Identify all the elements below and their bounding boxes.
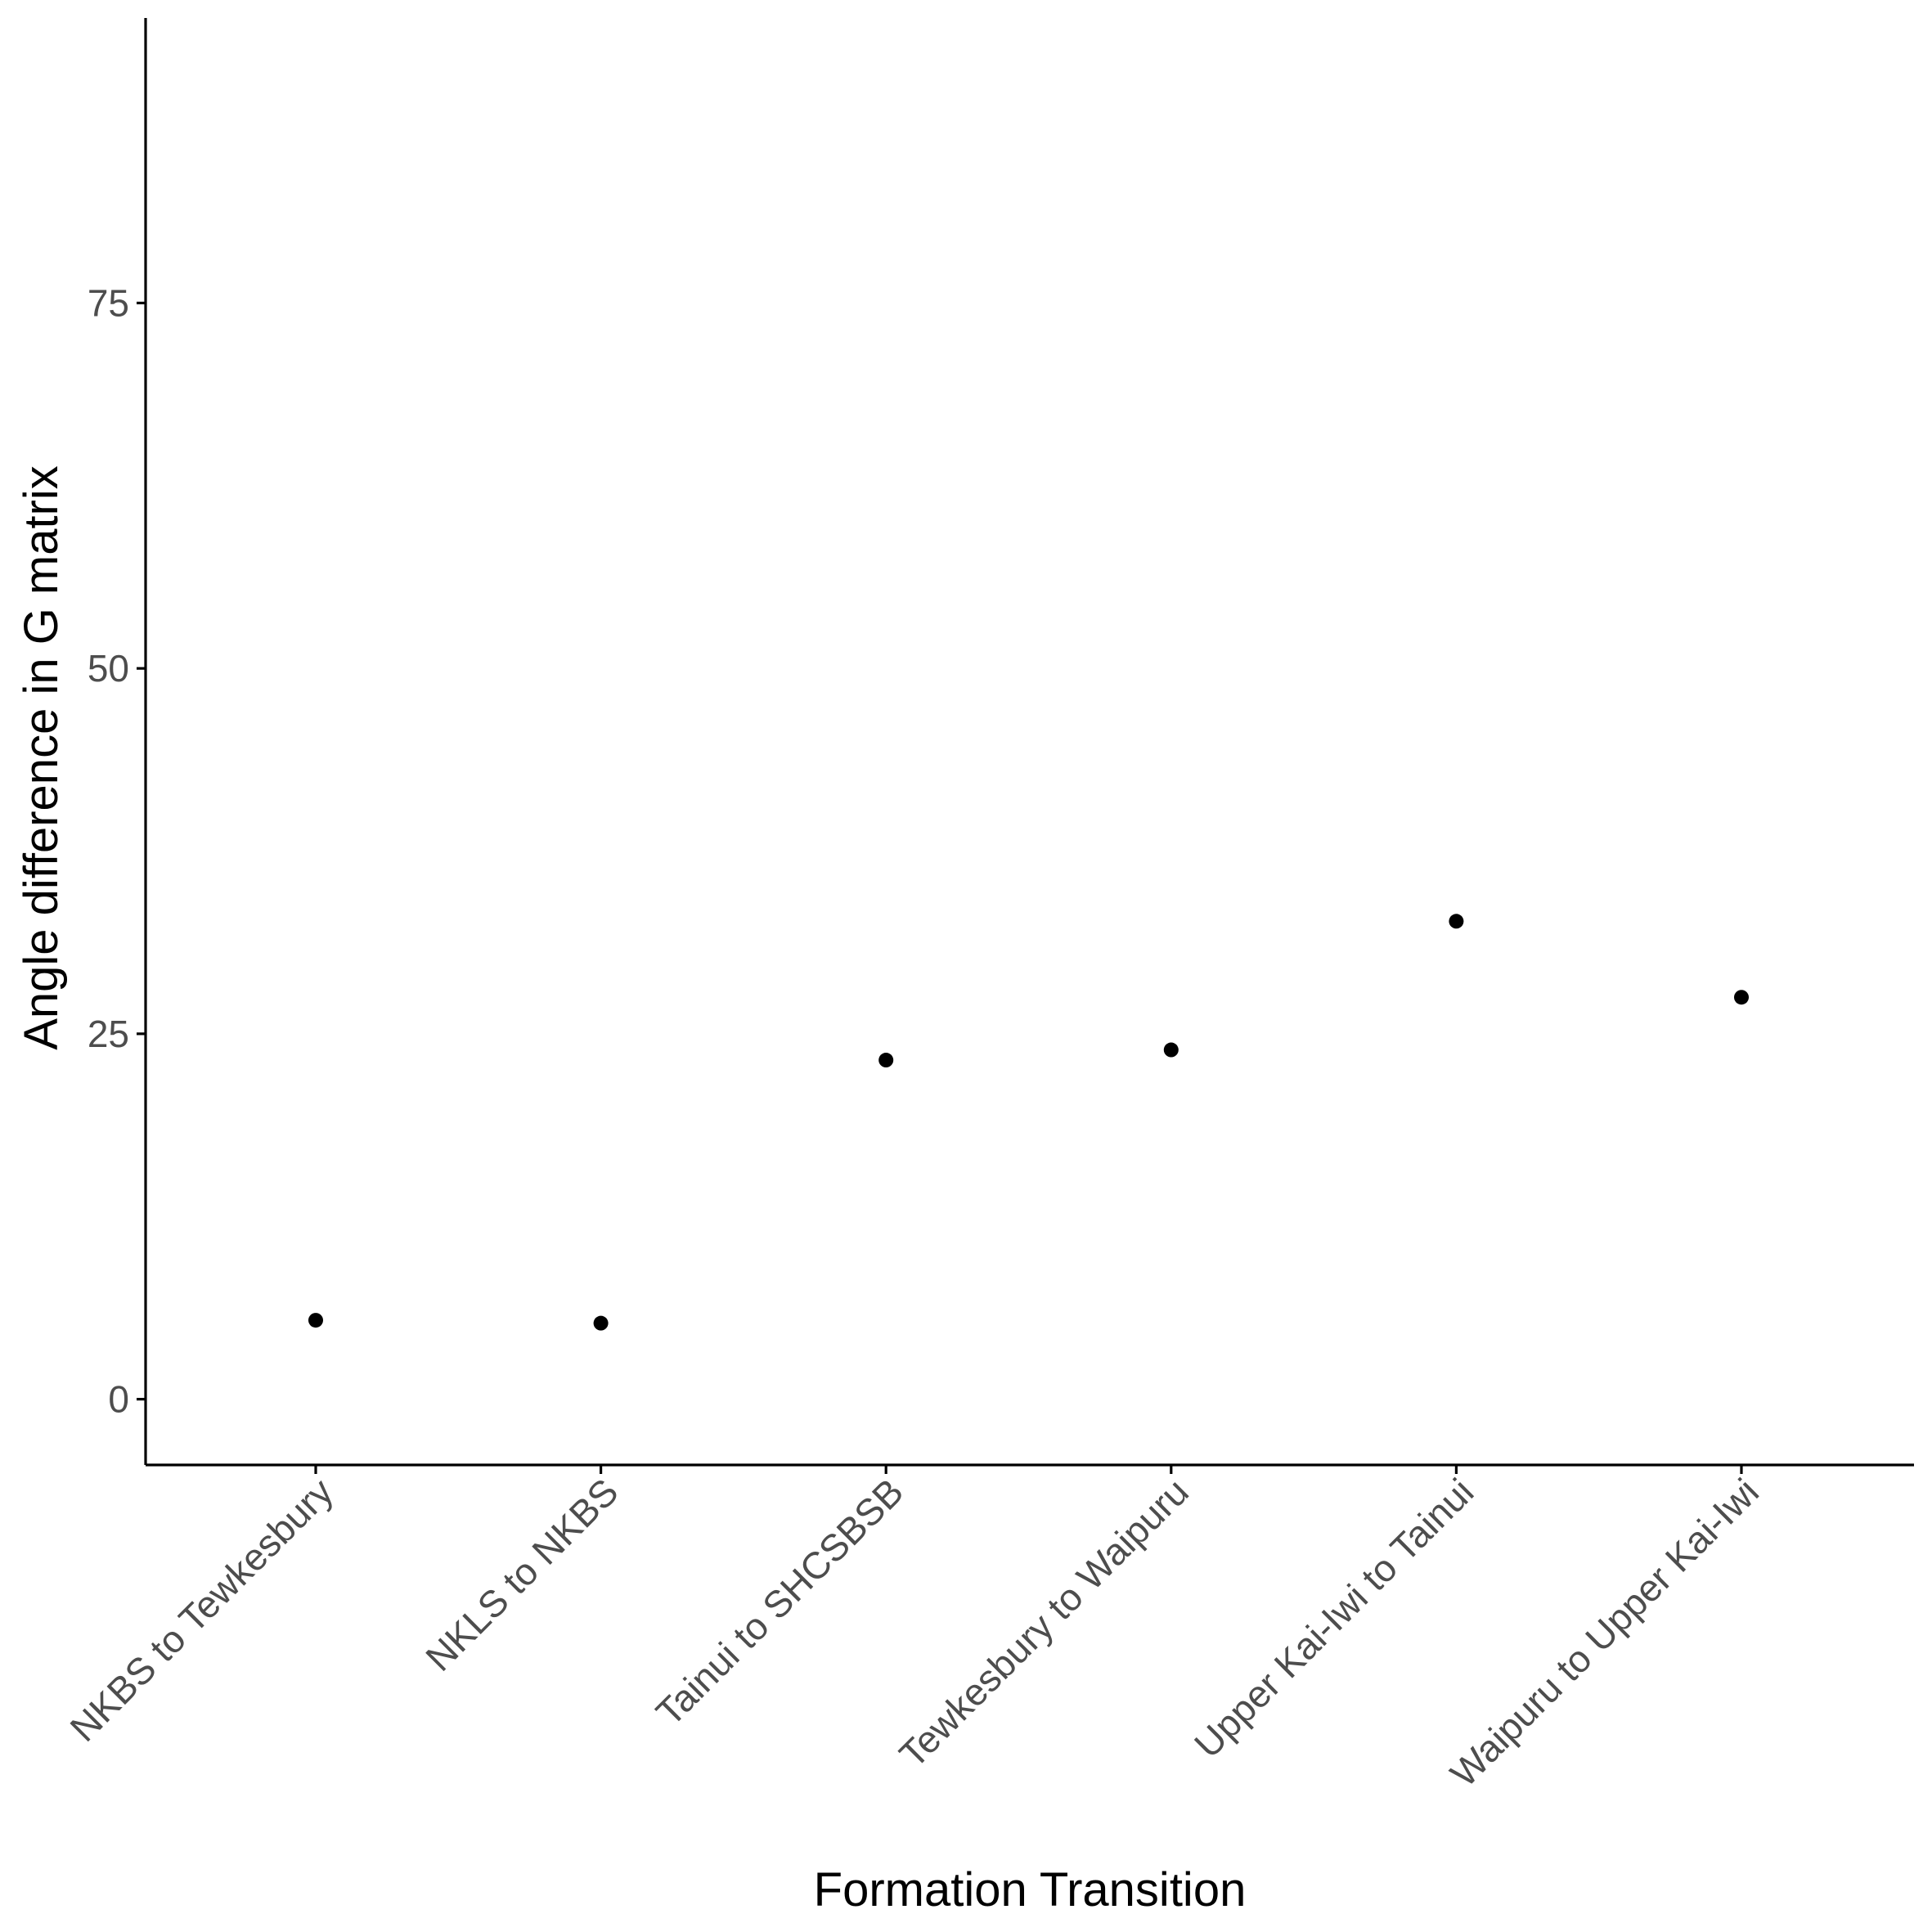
x-tick-label: Tewkesbury to Waipuru: [891, 1470, 1197, 1776]
y-tick-label: 25: [88, 1013, 129, 1055]
y-tick-label: 75: [88, 281, 129, 324]
x-tick-label: Waipuru to Upper Kai-Iwi: [1442, 1470, 1767, 1795]
x-tick-label: Tainui to SHCSBSB: [648, 1470, 911, 1733]
x-axis-ticks: NKBS to Tewkesbury NKLS to NKBS Tainui to …: [61, 1465, 1767, 1795]
y-tick-label: 50: [88, 647, 129, 690]
data-point: [308, 1313, 323, 1328]
data-point: [878, 1053, 894, 1068]
data-points: [308, 914, 1749, 1331]
x-axis-title: Formation Transition: [814, 1863, 1247, 1916]
data-point: [593, 1315, 609, 1331]
data-point: [1163, 1042, 1179, 1058]
y-axis-ticks: 0 25 50 75: [88, 281, 146, 1421]
y-tick-label: 0: [108, 1378, 129, 1421]
x-tick-label: Upper Kai-Iwi to Tainui: [1186, 1470, 1482, 1766]
data-point: [1734, 990, 1749, 1005]
x-tick-label: NKLS to NKBS: [417, 1470, 627, 1679]
y-axis-title: Angle difference in G matrix: [15, 465, 68, 1050]
data-point: [1449, 914, 1464, 929]
axes: [144, 18, 1914, 1467]
x-tick-label: NKBS to Tewkesbury: [61, 1470, 341, 1750]
